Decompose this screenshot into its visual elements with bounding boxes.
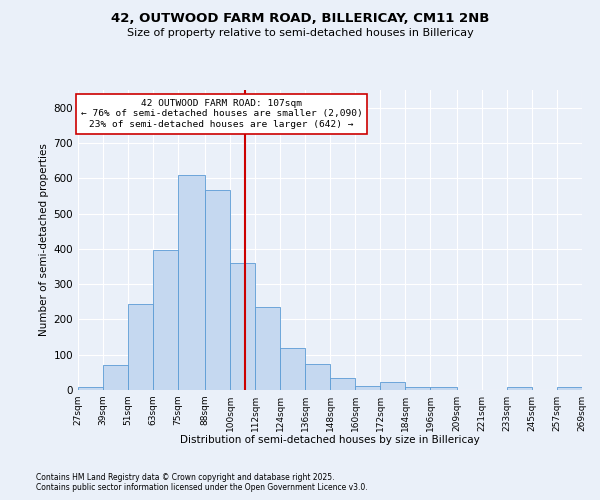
Bar — [230, 263, 255, 390]
Bar — [178, 174, 205, 390]
Bar — [405, 387, 430, 390]
Text: 42 OUTWOOD FARM ROAD: 107sqm
← 76% of semi-detached houses are smaller (2,090)
2: 42 OUTWOOD FARM ROAD: 107sqm ← 76% of se… — [81, 99, 362, 129]
Bar — [128, 304, 153, 390]
Y-axis label: Number of semi-detached properties: Number of semi-detached properties — [40, 144, 49, 336]
Text: 42, OUTWOOD FARM ROAD, BILLERICAY, CM11 2NB: 42, OUTWOOD FARM ROAD, BILLERICAY, CM11 … — [111, 12, 489, 26]
Bar — [205, 190, 230, 390]
Bar — [330, 378, 355, 390]
Bar — [507, 387, 532, 390]
Text: Size of property relative to semi-detached houses in Billericay: Size of property relative to semi-detach… — [127, 28, 473, 38]
Bar — [355, 386, 380, 390]
Bar — [153, 250, 178, 390]
Bar — [255, 307, 280, 390]
Text: Contains HM Land Registry data © Crown copyright and database right 2025.: Contains HM Land Registry data © Crown c… — [36, 472, 335, 482]
Bar — [280, 348, 305, 390]
Bar — [430, 387, 457, 390]
X-axis label: Distribution of semi-detached houses by size in Billericay: Distribution of semi-detached houses by … — [180, 436, 480, 446]
Bar — [557, 387, 582, 390]
Bar — [305, 364, 330, 390]
Bar — [103, 366, 128, 390]
Bar — [78, 387, 103, 390]
Bar — [380, 382, 405, 390]
Text: Contains public sector information licensed under the Open Government Licence v3: Contains public sector information licen… — [36, 484, 368, 492]
